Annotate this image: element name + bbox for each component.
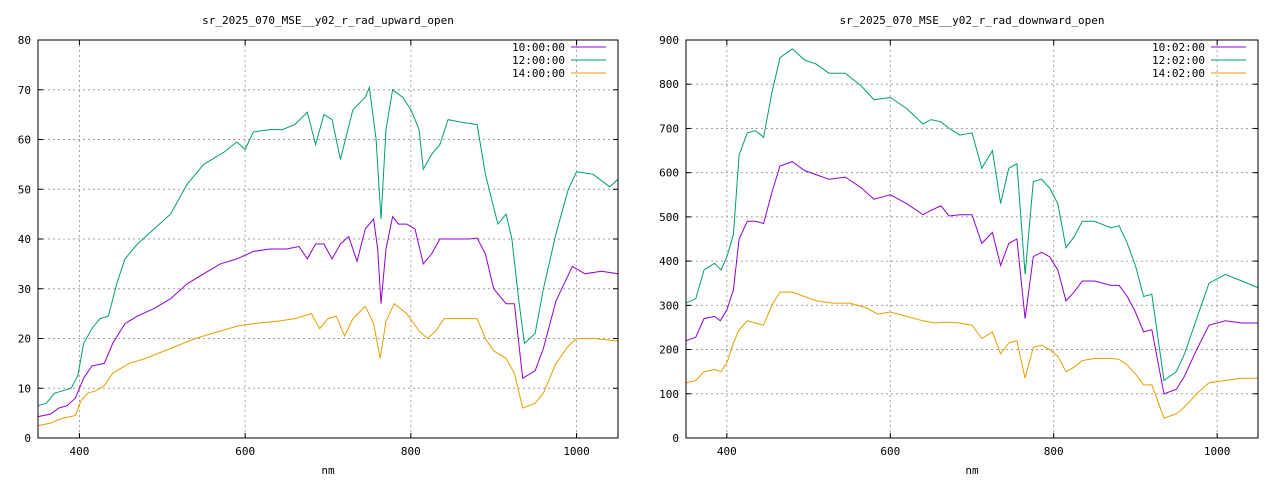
x-tick-label: 1000 [1204,445,1231,458]
chart-panel-1: 400 600 800 1000 0 10 20 30 40 50 60 70 80 sr_2025_07… [18,14,619,477]
y-tick-label: 70 [18,84,31,97]
y-tick-label: 0 [24,432,31,445]
chart-panel-2: 400 600 800 1000 0 100 200 300 400 500 600 700 800 90… [659,14,1259,477]
legend-label: 12:02:00 [1152,54,1205,67]
y-tick-label: 40 [18,233,31,246]
plot-border [685,39,1259,439]
x-tick-label: 800 [401,445,421,458]
legend-label: 14:02:00 [1152,67,1205,80]
legend-label: 12:00:00 [512,54,565,67]
legend-label: 14:00:00 [512,67,565,80]
y-tick-label: 30 [18,283,31,296]
y-tick-label: 400 [659,255,679,268]
chart-title: sr_2025_070_MSE__y02_r_rad_downward_open [840,14,1105,27]
y-tick-label: 80 [18,34,31,47]
y-tick-label: 100 [659,388,679,401]
chart-title: sr_2025_070_MSE__y02_r_rad_upward_open [202,14,454,27]
y-tick-label: 50 [18,183,31,196]
series-line-2 [685,48,1259,382]
legend-label: 10:02:00 [1152,41,1205,54]
y-tick-label: 60 [18,134,31,147]
series-line-3 [37,302,619,427]
y-tick-label: 800 [659,78,679,91]
x-axis-label: nm [965,464,979,477]
series-line-1 [37,215,619,418]
x-tick-label: 600 [235,445,255,458]
y-tick-label: 500 [659,211,679,224]
y-tick-label: 300 [659,299,679,312]
y-tick-label: 0 [672,432,679,445]
y-tick-label: 900 [659,34,679,47]
y-tick-label: 20 [18,333,31,346]
x-tick-label: 800 [1044,445,1064,458]
series-line-1 [685,161,1258,395]
y-tick-label: 600 [659,167,679,180]
y-tick-label: 700 [659,122,679,135]
y-tick-label: 10 [18,382,31,395]
x-tick-label: 400 [69,445,89,458]
series-line-2 [37,85,619,407]
x-tick-label: 1000 [563,445,590,458]
series-line-3 [685,291,1258,419]
legend-label: 10:00:00 [512,41,565,54]
y-tick-label: 200 [659,344,679,357]
x-tick-label: 400 [717,445,737,458]
x-axis-label: nm [321,464,335,477]
x-tick-label: 600 [880,445,900,458]
